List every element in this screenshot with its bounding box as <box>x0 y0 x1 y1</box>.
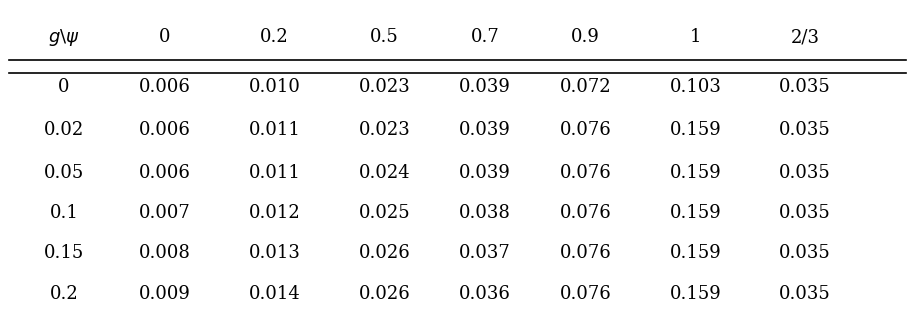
Text: 0: 0 <box>159 28 170 46</box>
Text: 0.010: 0.010 <box>249 78 300 95</box>
Text: 0.037: 0.037 <box>459 244 511 262</box>
Text: 0.076: 0.076 <box>560 164 611 182</box>
Text: 0.7: 0.7 <box>470 28 500 46</box>
Text: 0.159: 0.159 <box>670 164 721 182</box>
Text: 0.05: 0.05 <box>44 164 84 182</box>
Text: 0.039: 0.039 <box>459 164 511 182</box>
Text: 0.076: 0.076 <box>560 204 611 222</box>
Text: 0.011: 0.011 <box>249 164 300 182</box>
Text: 0.072: 0.072 <box>560 78 611 95</box>
Text: 0.15: 0.15 <box>44 244 84 262</box>
Text: 0.1: 0.1 <box>49 204 79 222</box>
Text: 0.023: 0.023 <box>359 121 410 139</box>
Text: 0.035: 0.035 <box>780 204 831 222</box>
Text: 0.014: 0.014 <box>249 285 300 303</box>
Text: 0.076: 0.076 <box>560 244 611 262</box>
Text: 0.039: 0.039 <box>459 78 511 95</box>
Text: 2/3: 2/3 <box>791 28 820 46</box>
Text: 0.02: 0.02 <box>44 121 84 139</box>
Text: 0.5: 0.5 <box>370 28 399 46</box>
Text: 0.006: 0.006 <box>139 164 190 182</box>
Text: 0.006: 0.006 <box>139 121 190 139</box>
Text: 0.023: 0.023 <box>359 78 410 95</box>
Text: 0.036: 0.036 <box>459 285 511 303</box>
Text: 0.026: 0.026 <box>359 285 410 303</box>
Text: 0.007: 0.007 <box>139 204 190 222</box>
Text: 0.035: 0.035 <box>780 244 831 262</box>
Text: 0.009: 0.009 <box>139 285 190 303</box>
Text: 0.006: 0.006 <box>139 78 190 95</box>
Text: 0.159: 0.159 <box>670 244 721 262</box>
Text: 0.038: 0.038 <box>459 204 511 222</box>
Text: 0.008: 0.008 <box>139 244 190 262</box>
Text: 0.076: 0.076 <box>560 121 611 139</box>
Text: 0.024: 0.024 <box>359 164 410 182</box>
Text: 0.9: 0.9 <box>571 28 600 46</box>
Text: 0.025: 0.025 <box>359 204 410 222</box>
Text: 0.159: 0.159 <box>670 285 721 303</box>
Text: 0: 0 <box>59 78 70 95</box>
Text: 0.035: 0.035 <box>780 78 831 95</box>
Text: 0.012: 0.012 <box>249 204 300 222</box>
Text: 0.076: 0.076 <box>560 285 611 303</box>
Text: 0.026: 0.026 <box>359 244 410 262</box>
Text: 0.2: 0.2 <box>49 285 79 303</box>
Text: 0.013: 0.013 <box>249 244 300 262</box>
Text: 0.039: 0.039 <box>459 121 511 139</box>
Text: 0.159: 0.159 <box>670 121 721 139</box>
Text: 0.159: 0.159 <box>670 204 721 222</box>
Text: 1: 1 <box>690 28 701 46</box>
Text: 0.103: 0.103 <box>670 78 721 95</box>
Text: 0.2: 0.2 <box>260 28 289 46</box>
Text: 0.035: 0.035 <box>780 121 831 139</box>
Text: 0.011: 0.011 <box>249 121 300 139</box>
Text: 0.035: 0.035 <box>780 285 831 303</box>
Text: $g\backslash\psi$: $g\backslash\psi$ <box>48 27 80 48</box>
Text: 0.035: 0.035 <box>780 164 831 182</box>
